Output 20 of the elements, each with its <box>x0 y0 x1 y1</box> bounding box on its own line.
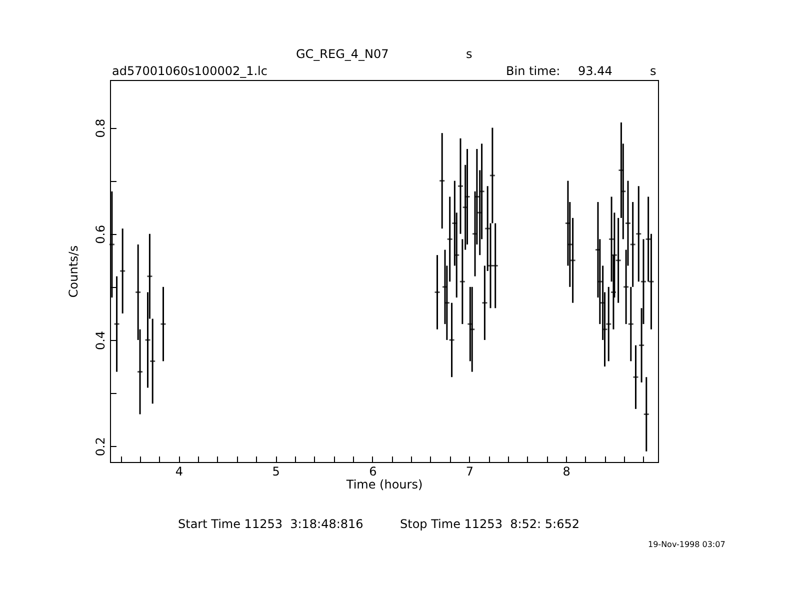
text: 93.44 <box>578 64 612 78</box>
y-tick-label: 0.8 <box>94 118 108 138</box>
text: Bin time: <box>506 64 560 78</box>
text: Start Time 11253 3:18:48:816 <box>178 517 364 531</box>
y-tick-label: 0.2 <box>94 437 108 456</box>
text: Stop Time 11253 8:52: 5:652 <box>400 517 580 531</box>
text: 19-Nov-1998 03:07 <box>648 540 726 549</box>
text: ad57001060s100002_1.lc <box>112 64 268 78</box>
x-tick-label: 4 <box>175 464 184 478</box>
x-tick-label: 8 <box>562 464 570 478</box>
text: s <box>650 64 656 78</box>
text: s <box>466 47 472 61</box>
x-tick-label: 7 <box>466 464 474 478</box>
x-tick-label: 6 <box>369 464 377 478</box>
chart-title: GC_REG_4_N07 <box>296 47 389 61</box>
y-tick-label: 0.4 <box>94 330 108 350</box>
x-tick-label: 5 <box>272 464 280 478</box>
y-tick-label: 0.6 <box>94 224 108 244</box>
x-axis-title: Time (hours) <box>345 478 423 492</box>
y-axis-title: Counts/s <box>66 245 80 298</box>
